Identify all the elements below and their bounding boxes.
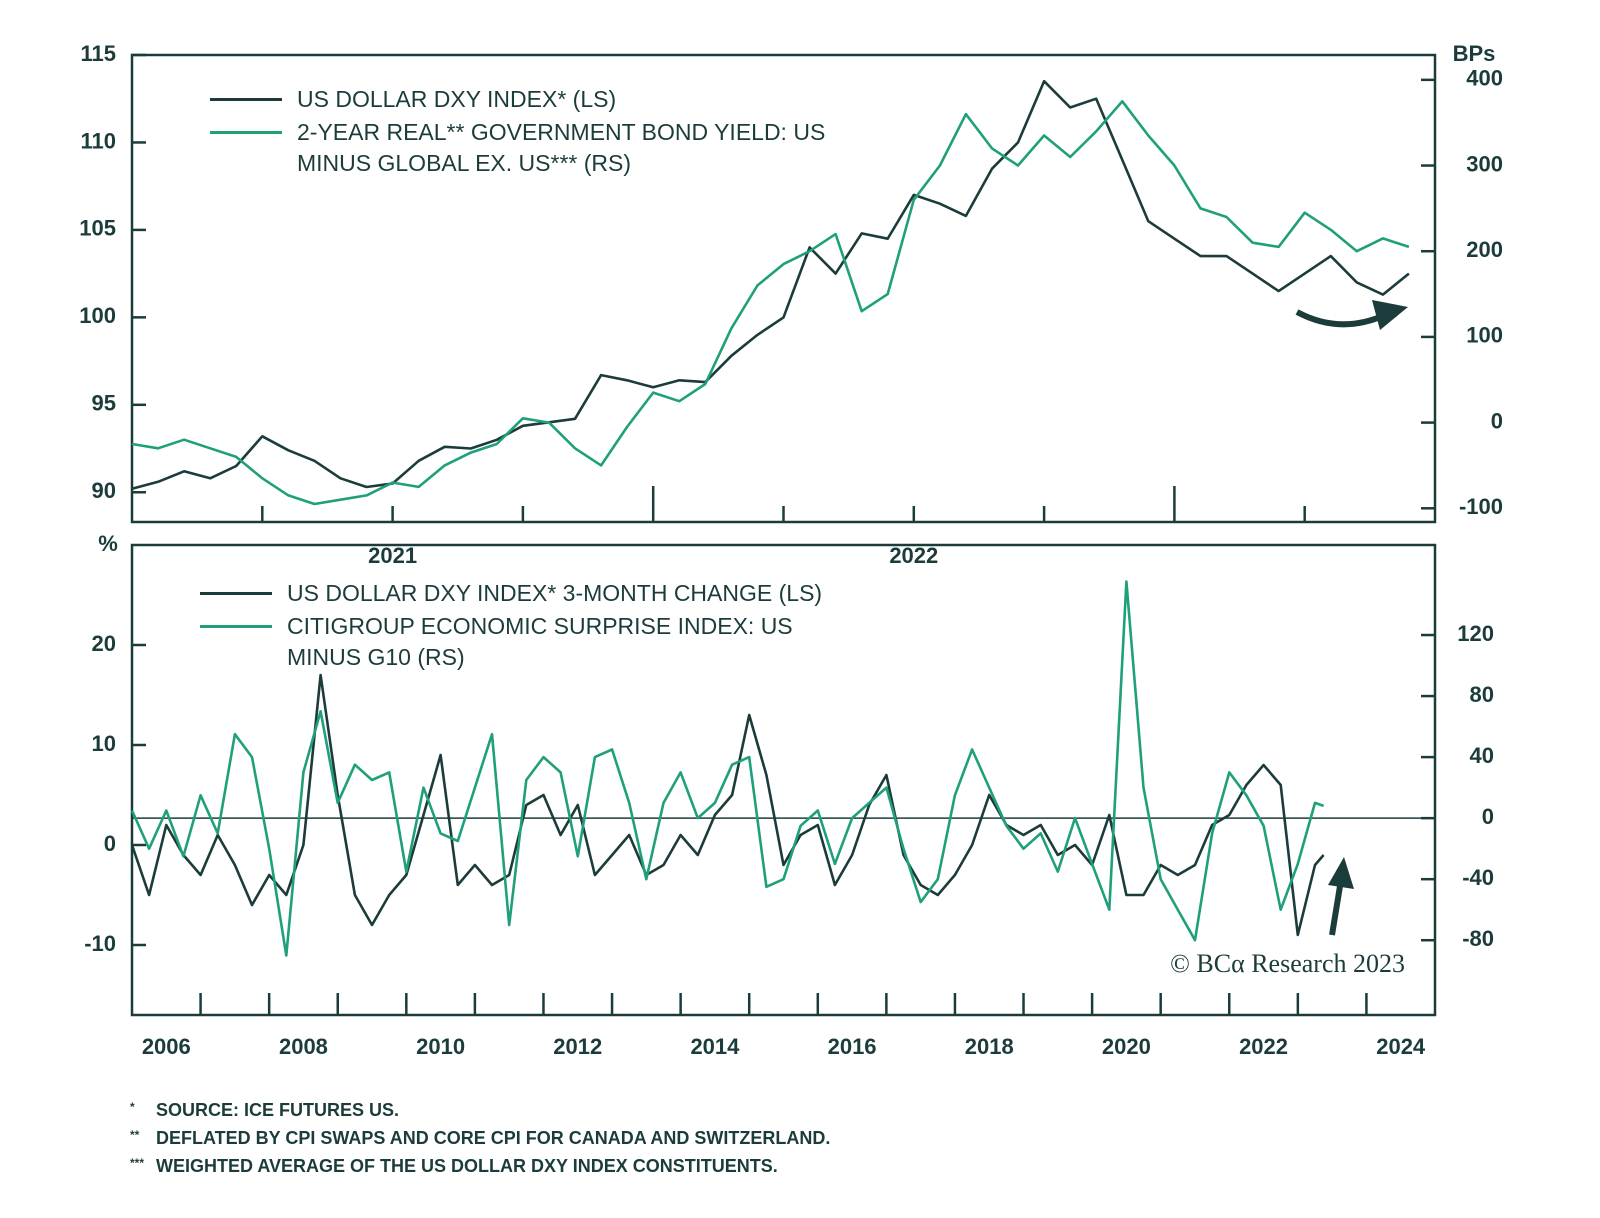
footnote-text: DEFLATED BY CPI SWAPS AND CORE CPI FOR C… (156, 1128, 831, 1148)
legend-swatch (200, 592, 272, 595)
footnote-marker: * (130, 1100, 135, 1114)
y2-tick-label: 200 (1466, 237, 1503, 262)
series-line (131, 100, 1410, 506)
series-line (131, 79, 1410, 491)
x-tick-label: 2008 (279, 1034, 328, 1059)
legend-label: CITIGROUP ECONOMIC SURPRISE INDEX: US MI… (287, 613, 793, 670)
y2-tick-label: 40 (1470, 743, 1494, 768)
arrow-head (1372, 300, 1408, 330)
legend-swatch (200, 625, 272, 628)
x-tick-label: 2010 (416, 1034, 465, 1059)
legend-item: 2-YEAR REAL** GOVERNMENT BOND YIELD: US … (210, 117, 882, 179)
footnote-marker: *** (130, 1156, 145, 1170)
footnote-text: SOURCE: ICE FUTURES US. (156, 1100, 400, 1120)
footnote: ** DEFLATED BY CPI SWAPS AND CORE CPI FOR… (130, 1128, 830, 1149)
y2-tick-label: 0 (1491, 408, 1503, 433)
y-tick-label: 105 (79, 216, 116, 241)
footnote-text: WEIGHTED AVERAGE OF THE US DOLLAR DXY IN… (156, 1156, 778, 1176)
y-tick-label: 90 (92, 478, 116, 503)
y-tick-label: 100 (79, 303, 116, 328)
legend-label: US DOLLAR DXY INDEX* (LS) (297, 86, 617, 112)
footnote-marker: ** (130, 1128, 140, 1142)
x-tick-label: 2012 (553, 1034, 602, 1059)
x-tick-label: 2006 (142, 1034, 191, 1059)
y-tick-label: -10 (84, 931, 116, 956)
y2-tick-label: -80 (1462, 926, 1494, 951)
arrow-head (1328, 857, 1354, 889)
legend-swatch (210, 131, 282, 134)
plot-frame (130, 543, 1437, 1017)
series-line (130, 580, 1325, 957)
arrow (1329, 879, 1344, 936)
x-tick-label: 2022 (1239, 1034, 1288, 1059)
y2-tick-label: 300 (1466, 151, 1503, 176)
legend-item: CITIGROUP ECONOMIC SURPRISE INDEX: US MI… (200, 611, 872, 673)
legend-item: US DOLLAR DXY INDEX* (LS) (210, 84, 882, 115)
y-tick-label: 115 (81, 41, 117, 66)
copyright: © BCα Research 2023 (1170, 949, 1405, 978)
legend-swatch (210, 98, 282, 101)
series-line (130, 673, 1325, 937)
x-tick-label: 2022 (889, 543, 938, 568)
y-axis-label: % (98, 531, 118, 556)
x-tick-label: 2014 (690, 1034, 740, 1059)
y2-tick-label: 400 (1466, 66, 1503, 91)
x-tick-label: 2016 (828, 1034, 877, 1059)
y2-tick-label: -100 (1459, 494, 1503, 519)
legend: US DOLLAR DXY INDEX* 3-MONTH CHANGE (LS)… (200, 578, 872, 675)
x-tick-label: 2020 (1102, 1034, 1151, 1059)
y2-tick-label: 80 (1470, 682, 1494, 707)
y2-tick-label: -40 (1462, 865, 1494, 890)
y-tick-label: 0 (104, 831, 116, 856)
legend-label: 2-YEAR REAL** GOVERNMENT BOND YIELD: US … (297, 119, 826, 176)
legend-label: US DOLLAR DXY INDEX* 3-MONTH CHANGE (LS) (287, 580, 823, 606)
y-tick-label: 20 (92, 631, 116, 656)
arrow (1295, 309, 1387, 328)
x-tick-label: 2018 (965, 1034, 1014, 1059)
y2-tick-label: 0 (1482, 804, 1494, 829)
x-tick-label: 2024 (1376, 1034, 1426, 1059)
legend: US DOLLAR DXY INDEX* (LS) 2-YEAR REAL** G… (210, 84, 882, 181)
y2-tick-label: 120 (1457, 621, 1494, 646)
y-tick-label: 110 (81, 128, 117, 153)
footnote: * SOURCE: ICE FUTURES US. (130, 1100, 399, 1121)
legend-item: US DOLLAR DXY INDEX* 3-MONTH CHANGE (LS) (200, 578, 872, 609)
x-tick-label: 2021 (368, 543, 417, 568)
y2-axis-label: BPs (1453, 41, 1496, 66)
y-tick-label: 10 (92, 731, 116, 756)
y2-tick-label: 100 (1466, 323, 1503, 348)
y-tick-label: 95 (92, 391, 116, 416)
footnote: *** WEIGHTED AVERAGE OF THE US DOLLAR DXY… (130, 1156, 778, 1177)
